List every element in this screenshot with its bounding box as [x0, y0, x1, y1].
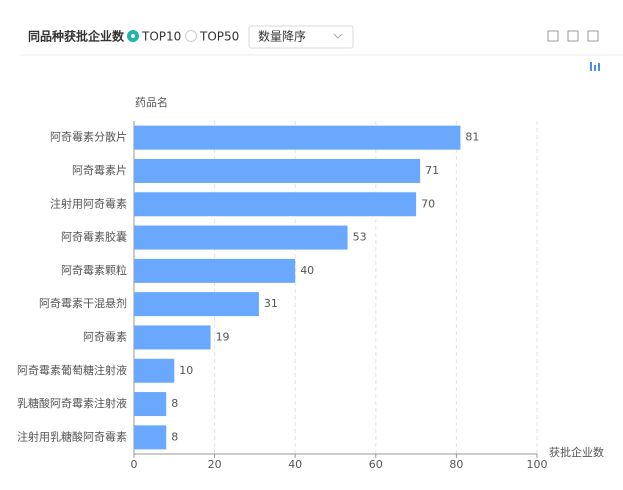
- plot: 0 20 40 60 80 100 阿奇霉素分散片 81 阿奇霉素片 71 注射用阿奇霉素 70 阿奇霉…: [17, 121, 548, 471]
- y-tick-label: 注射用乳糖酸阿奇霉素: [17, 429, 127, 443]
- bar: [134, 392, 167, 417]
- bar: [134, 425, 167, 450]
- value-label: 40: [300, 264, 314, 277]
- value-label: 10: [179, 364, 193, 377]
- share-icon[interactable]: [587, 30, 599, 42]
- x-tick-label: 20: [208, 458, 222, 471]
- bar: [134, 225, 348, 250]
- y-tick-label: 阿奇霉素胶囊: [61, 230, 127, 244]
- y-tick-label: 注射用阿奇霉素: [50, 196, 127, 210]
- chart-type-icon[interactable]: [590, 62, 600, 71]
- y-tick-label: 阿奇霉素分散片: [50, 130, 127, 144]
- value-label: 53: [353, 231, 367, 244]
- y-tick-label: 乳糖酸阿奇霉素注射液: [17, 396, 127, 410]
- y-tick-label: 阿奇霉素片: [72, 164, 127, 177]
- x-tick-label: 40: [288, 458, 302, 471]
- x-tick-label: 80: [449, 458, 463, 471]
- value-label: 70: [421, 197, 435, 210]
- radio-group: TOP10 TOP50: [127, 30, 239, 44]
- panel-title: 同品种获批企业数: [28, 29, 125, 44]
- bar: [134, 325, 211, 350]
- y-tick-label: 阿奇霉素干混悬剂: [39, 296, 127, 310]
- x-tick-label: 0: [131, 458, 138, 471]
- y-tick-label: 阿奇霉素: [83, 330, 127, 343]
- bar: [134, 158, 421, 183]
- value-label: 71: [425, 164, 439, 177]
- download-icon[interactable]: [567, 30, 579, 42]
- y-tick-label: 阿奇霉素葡萄糖注射液: [17, 363, 127, 377]
- value-label: 31: [264, 297, 278, 310]
- bar: [134, 358, 175, 383]
- fullscreen-icon[interactable]: [547, 30, 559, 42]
- value-label: 19: [216, 330, 230, 343]
- value-label: 8: [171, 397, 178, 410]
- sort-dropdown[interactable]: [248, 25, 354, 49]
- bar: [134, 292, 259, 317]
- value-label: 8: [171, 430, 178, 443]
- y-axis-title: 药品名: [135, 95, 168, 109]
- x-axis-title: 获批企业数: [549, 445, 604, 459]
- value-label: 81: [465, 131, 479, 144]
- bar: [134, 192, 417, 217]
- y-tick-label: 阿奇霉素颗粒: [61, 263, 127, 277]
- x-tick-label: 100: [527, 458, 548, 471]
- dropdown-arrow: [333, 33, 343, 39]
- radio-label: TOP50: [199, 30, 239, 44]
- bar: [134, 125, 461, 150]
- sort-value: 数量降序: [258, 29, 306, 44]
- radio-dot: [131, 34, 135, 38]
- x-tick-label: 60: [369, 458, 383, 471]
- bar: [134, 258, 296, 283]
- radio[interactable]: [185, 30, 197, 42]
- radio-label: TOP10: [141, 30, 181, 44]
